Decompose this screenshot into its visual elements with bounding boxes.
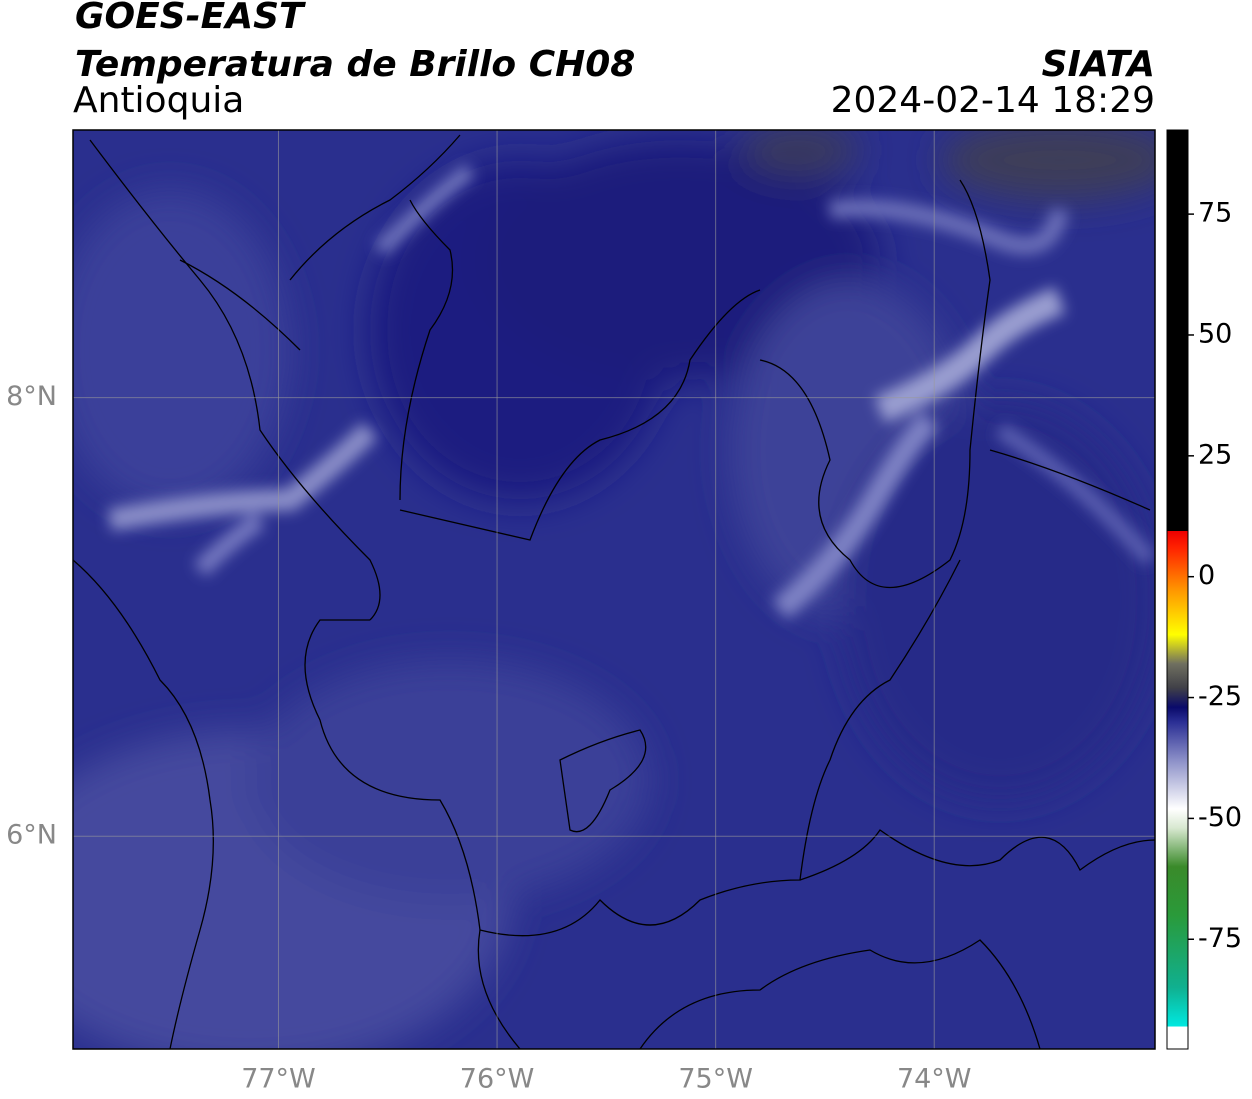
y-tick-label: 6°N	[6, 820, 57, 851]
x-tick-label: 74°W	[897, 1064, 972, 1095]
y-tick-label: 8°N	[6, 381, 57, 412]
colorbar-tick-label: 0	[1198, 560, 1215, 591]
title: GOES-EAST	[75, 0, 306, 37]
colorbar-tick-label: -25	[1198, 681, 1242, 712]
cloud-field	[73, 130, 1155, 1049]
region: Antioquia	[73, 80, 244, 121]
x-tick-label: 75°W	[678, 1064, 753, 1095]
subtitle: Temperatura de Brillo CH08	[75, 44, 635, 85]
colorbar-tick-label: -50	[1198, 802, 1242, 833]
x-tick-label: 77°W	[241, 1064, 316, 1095]
colorbar-tick-label: -75	[1198, 923, 1242, 954]
x-tick-label: 76°W	[460, 1064, 535, 1095]
colorbar	[1166, 129, 1189, 1050]
colorbar-tick-label: 25	[1198, 439, 1232, 470]
source: SIATA	[1042, 44, 1155, 85]
colorbar-tick-label: 75	[1198, 198, 1232, 229]
colorbar-tick-label: 50	[1198, 318, 1232, 349]
map-frame	[72, 129, 1156, 1050]
datetime: 2024-02-14 18:29	[831, 80, 1155, 121]
bright-clouds	[108, 163, 1155, 620]
borders	[73, 134, 1155, 1049]
grid	[73, 130, 1155, 1049]
imagery	[73, 130, 1155, 1049]
